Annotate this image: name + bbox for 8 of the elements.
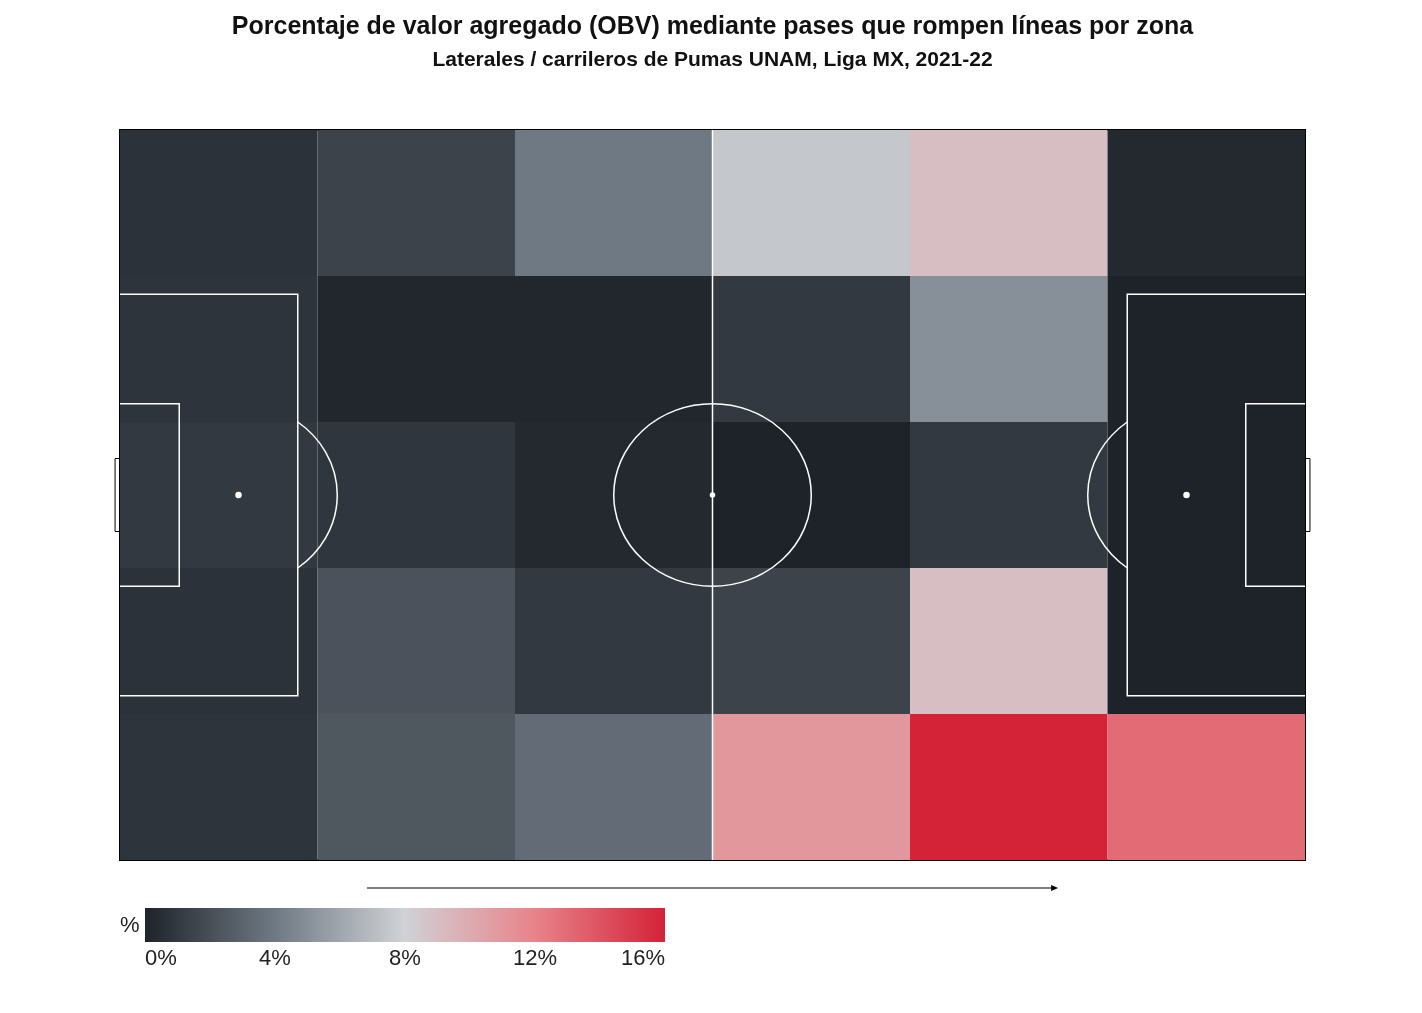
chart-title: Porcentaje de valor agregado (OBV) mediante pases que rompen líneas por zona [231,11,1195,39]
chart-subtitle: Laterales / carrileros de Pumas UNAM, Liga MX, 2021-22 [432,47,993,70]
color-bar-label: 16% [620,945,665,970]
color-bar-label: 4% [259,945,291,970]
color-bar-title: % [120,912,140,937]
color-bar-label: 8% [389,945,421,970]
color-bar-label: 12% [512,945,558,970]
color-bar-label: 0% [145,945,177,970]
